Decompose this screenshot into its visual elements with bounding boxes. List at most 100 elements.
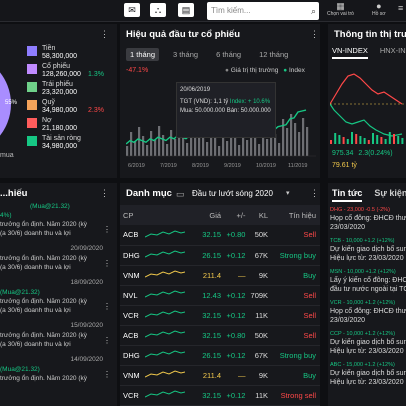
x-axis-label: 6/2019 <box>128 163 145 169</box>
news-line: Họp cổ đông: ĐHCĐ thường <box>330 215 406 222</box>
table-row[interactable]: VNM 211.4—9K Buy <box>120 365 320 386</box>
order-line: (a 30/6) doanh thu và lợi <box>0 341 71 348</box>
market-value-bar <box>206 142 209 156</box>
more-icon[interactable]: ⋮ <box>310 29 319 39</box>
tab-period[interactable]: 12 tháng <box>259 50 289 59</box>
table-row[interactable]: VCR 32.15 +0.12 11K Sell <box>120 305 320 326</box>
volume-bar <box>401 138 404 144</box>
market-value-bar <box>138 127 141 156</box>
more-icon[interactable]: ⋮ <box>103 336 111 345</box>
tab-period[interactable]: 6 tháng <box>216 50 242 59</box>
order-line: trưởng ổn định. Năm 2020 (kỳ <box>0 255 88 262</box>
portfolio-item-label: Trái phiếu <box>42 81 73 88</box>
volume-bar <box>380 137 383 144</box>
market-value-bar <box>266 139 269 156</box>
profile-button[interactable]: ● Hồ sơ <box>372 1 386 17</box>
tab-hnxindex[interactable]: HNX-INDEX <box>379 46 406 55</box>
market-value-bar <box>170 130 173 156</box>
market-value-bar <box>134 141 137 156</box>
cell-price: 32.15 <box>196 225 222 246</box>
cell-volume: 50K <box>245 325 269 346</box>
news-ticker[interactable]: CCP - 10,000 +1.2 (+12%) <box>330 331 396 337</box>
table-row[interactable]: VCR 32.15 +0.12 11K Strong sell <box>120 385 320 406</box>
order-date: 15/09/2020 <box>70 322 103 329</box>
market-value-bar <box>158 126 161 156</box>
market-value-bar <box>186 143 189 156</box>
cell-volume: 9K <box>245 365 269 386</box>
cell-spark <box>145 225 197 246</box>
news-ticker[interactable]: ABC - 15,000 +1.2 (+12%) <box>330 362 395 368</box>
role-label: Chọn vai trò <box>327 11 354 17</box>
volume-bar <box>342 137 345 144</box>
volume-bar <box>372 133 374 144</box>
col-signal[interactable]: Tín hiệu <box>288 210 316 220</box>
mail-icon[interactable]: ✉ <box>124 3 140 17</box>
table-row[interactable]: ACB 32.15 +0.80 50K Sell <box>120 225 320 246</box>
tab-vnindex[interactable]: VN-INDEX <box>332 46 368 59</box>
news-ticker[interactable]: VCR - 10,000 +1.2 (+12%) <box>330 300 396 306</box>
cell-spark <box>145 265 197 286</box>
table-row[interactable]: NVL 12.43 +0.12 709K Sell <box>120 285 320 306</box>
cell-price: 26.15 <box>196 345 222 366</box>
sparkline <box>145 330 186 338</box>
more-icon[interactable]: ⋮ <box>103 302 111 311</box>
cell-change: — <box>221 265 246 286</box>
table-row[interactable]: VNM 211.4—9K Buy <box>120 265 320 286</box>
more-icon[interactable]: ⋮ <box>310 188 319 198</box>
market-role-button[interactable]: ▦ Chọn vai trò <box>327 1 354 17</box>
table-row[interactable]: DHG 26.15 +0.12 67K Strong buy <box>120 245 320 266</box>
legend-swatch <box>27 82 37 92</box>
market-value: 975.34 <box>332 150 354 157</box>
col-volume[interactable]: KL <box>258 210 269 220</box>
news-ticker[interactable]: TCB - 10,000 +1.2 (+12%) <box>330 238 395 244</box>
tooltip-sell: Bán: 50.000.000 <box>226 108 271 114</box>
tab-news[interactable]: Tin tức <box>332 188 363 202</box>
legend-swatch <box>27 46 37 56</box>
cell-volume: 50K <box>245 225 269 246</box>
portfolio-item-value: 58,300,000 <box>42 53 78 60</box>
cell-cp: ACB <box>120 225 146 246</box>
news-ticker[interactable]: MSN - 10,000 +1.2 (+12%) <box>330 269 396 275</box>
cell-change: +0.12 <box>221 345 246 366</box>
cell-spark <box>145 345 197 366</box>
chevron-down-icon[interactable]: ▾ <box>286 190 290 197</box>
market-value-bar <box>282 119 285 156</box>
orders-title: ...hiếu <box>0 188 28 199</box>
market-value-bar <box>146 145 149 156</box>
x-axis-label: 8/2019 <box>192 163 209 169</box>
cell-signal: Buy <box>268 265 320 286</box>
portfolio-item-value: 34,980,000 <box>42 143 78 150</box>
more-icon[interactable]: ⋮ <box>103 370 111 379</box>
more-icon[interactable]: ⋮ <box>103 259 111 268</box>
news-ticker[interactable]: DHG - 23,000 -0.5 (-2%) <box>330 207 390 213</box>
market-value-bar <box>210 128 213 156</box>
order-line: (a 30/6) doanh thu và lợi <box>0 230 71 237</box>
table-row[interactable]: ACB 32.15 +0.80 50K Sell <box>120 325 320 346</box>
more-icon[interactable]: ⋮ <box>103 225 111 234</box>
col-price[interactable]: Giá <box>209 210 222 220</box>
sparkline <box>145 390 186 398</box>
tab-events[interactable]: Sự kiện <box>374 188 406 198</box>
order-line: (Mua@21.32) <box>0 366 40 373</box>
more-icon[interactable]: ⋮ <box>100 29 109 39</box>
news-panel: Tin tức Sự kiện DHG - 23,000 -0.5 (-2%) H… <box>328 183 406 406</box>
market-value-bar <box>302 118 305 156</box>
clipboard-icon[interactable]: ▤ <box>178 3 194 17</box>
tab-period[interactable]: 3 tháng <box>173 50 199 59</box>
menu-icon[interactable]: ≡ <box>398 3 404 13</box>
col-cp[interactable]: CP <box>123 210 134 220</box>
org-chart-icon[interactable]: ⛬ <box>150 3 166 17</box>
portfolio-item-pct: 2.3% <box>88 107 104 114</box>
search-input[interactable]: Tìm kiếm... ⌕ <box>207 2 319 20</box>
top-bar: ✉ ⛬ ▤ Tìm kiếm... ⌕ ▦ Chọn vai trò ● Hồ sơ … <box>0 0 406 22</box>
x-axis-label: 11/2019 <box>288 163 308 169</box>
more-icon[interactable]: ⋮ <box>100 188 109 198</box>
tab-period[interactable]: 1 tháng <box>126 48 160 61</box>
market-value-bar <box>254 135 257 156</box>
watchlist-select[interactable]: Đầu tư lướt sóng 2020 <box>192 189 273 198</box>
market-title: Thông tin thị trường <box>334 29 406 40</box>
cell-volume: 67K <box>245 345 269 366</box>
volume-bar <box>355 134 358 144</box>
table-row[interactable]: DHG 26.15 +0.12 67K Strong buy <box>120 345 320 366</box>
col-change[interactable]: +/- <box>236 210 246 220</box>
